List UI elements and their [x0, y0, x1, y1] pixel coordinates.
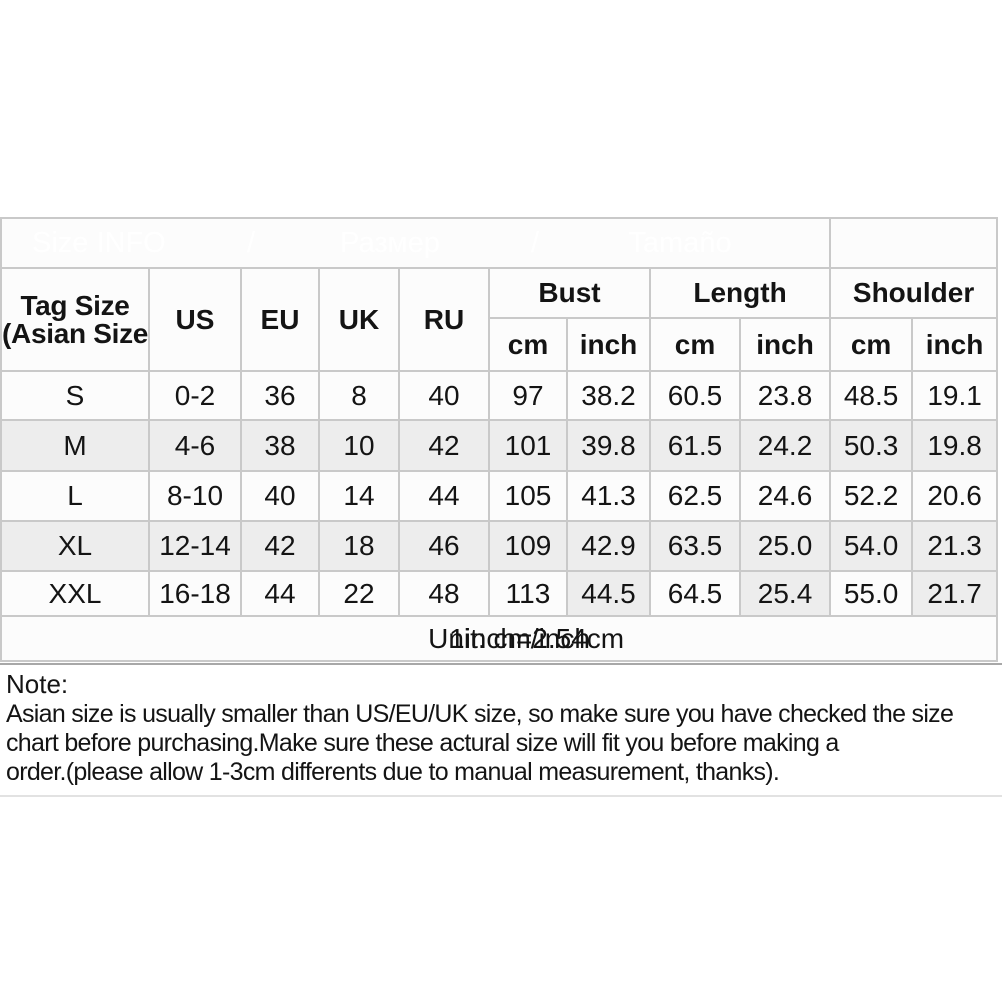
corner-header-line2: (Asian Size)	[2, 317, 149, 349]
value-cell: 48	[398, 570, 490, 617]
value-cell: 50.3	[829, 419, 914, 472]
value-cell: 42	[398, 419, 490, 472]
header-us: US	[148, 267, 242, 372]
value-cell: 105	[488, 470, 568, 522]
size-chart: Size INFO / Размер / Tamaño Tag Size (As…	[0, 217, 1002, 662]
title-banner: Size INFO / Размер / Tamaño	[0, 217, 832, 269]
value-cell: 113	[488, 570, 568, 617]
title-size-info: Size INFO	[32, 226, 166, 259]
value-cell: 38	[240, 419, 320, 472]
value-cell: 38.2	[566, 370, 651, 421]
value-cell: 19.1	[911, 370, 999, 421]
value-cell: 19.8	[911, 419, 999, 472]
value-cell: 44.5	[566, 570, 651, 617]
note-line-2: chart before purchasing.Make sure these …	[6, 729, 839, 757]
size-row-xxl: XXL 16-18 44 22 48 113 44.5 64.5 25.4 55…	[0, 570, 999, 617]
header-eu: EU	[240, 267, 320, 372]
value-cell: 42	[240, 520, 320, 572]
header-ru: RU	[398, 267, 490, 372]
header-length-inch: inch	[738, 317, 832, 372]
value-cell: 25.0	[738, 520, 832, 572]
header-shoulder-cm: cm	[829, 317, 914, 372]
value-cell: 101	[488, 419, 568, 472]
value-cell: 62.5	[649, 470, 741, 522]
value-cell: 18	[318, 520, 400, 572]
size-row-m: M 4-6 38 10 42 101 39.8 61.5 24.2 50.3 1…	[0, 419, 999, 472]
value-cell: 8	[318, 370, 400, 421]
tag-cell: L	[0, 470, 150, 522]
value-cell: 61.5	[649, 419, 741, 472]
note-section: Note: Asian size is usually smaller than…	[0, 663, 1002, 797]
header-shoulder-inch: inch	[911, 317, 999, 372]
size-chart-table: Size INFO / Размер / Tamaño Tag Size (As…	[0, 217, 999, 662]
value-cell: 21.3	[911, 520, 999, 572]
inch-conversion-label: 1inch=2.54cm	[449, 622, 625, 654]
group-header-row: Tag Size (Asian Size) US EU UK RU Bust L…	[0, 267, 999, 372]
title-row: Size INFO / Размер / Tamaño	[0, 217, 999, 269]
value-cell: 97	[488, 370, 568, 421]
tag-cell: M	[0, 419, 150, 472]
title-banner-text: Size INFO / Размер / Tamaño	[3, 226, 828, 260]
value-cell: 44	[240, 570, 320, 617]
value-cell: 12-14	[148, 520, 242, 572]
unit-label: Unit: cm/inch	[428, 622, 590, 654]
value-cell: 52.2	[829, 470, 914, 522]
note-line-3: order.(please allow 1-3cm differents due…	[6, 758, 780, 786]
header-bust-inch: inch	[566, 317, 651, 372]
header-length-cm: cm	[649, 317, 741, 372]
value-cell: 41.3	[566, 470, 651, 522]
value-cell: 4-6	[148, 419, 242, 472]
value-cell: 44	[398, 470, 490, 522]
value-cell: 54.0	[829, 520, 914, 572]
note-line-1: Asian size is usually smaller than US/EU…	[6, 700, 954, 728]
value-cell: 64.5	[649, 570, 741, 617]
header-uk: UK	[318, 267, 400, 372]
value-cell: 46	[398, 520, 490, 572]
value-cell: 25.4	[738, 570, 832, 617]
header-bust: Bust	[488, 267, 651, 319]
value-cell: 40	[398, 370, 490, 421]
title-separator-1: /	[246, 226, 256, 259]
tag-cell: XXL	[0, 570, 150, 617]
value-cell: 24.6	[738, 470, 832, 522]
value-cell: 10	[318, 419, 400, 472]
title-tamano: Tamaño	[628, 226, 732, 259]
unit-header-row: cm inch cm inch cm inch	[1, 317, 999, 372]
corner-header-tag-size: Tag Size (Asian Size)	[0, 267, 150, 372]
size-row-xl: XL 12-14 42 18 46 109 42.9 63.5 25.0 54.…	[0, 520, 999, 572]
unit-info-cell: Unit: cm/inch 1inch=2.54cm	[0, 615, 999, 662]
value-cell: 20.6	[911, 470, 999, 522]
tag-cell: XL	[0, 520, 150, 572]
header-shoulder: Shoulder	[829, 267, 999, 319]
value-cell: 22	[318, 570, 400, 617]
value-cell: 8-10	[148, 470, 242, 522]
corner-header-line1: Tag Size	[20, 289, 130, 321]
value-cell: 24.2	[738, 419, 832, 472]
header-length: Length	[648, 267, 832, 319]
value-cell: 39.8	[566, 419, 651, 472]
value-cell: 40	[240, 470, 320, 522]
header-bust-cm: cm	[488, 317, 568, 372]
value-cell: 36	[240, 370, 320, 421]
value-cell: 109	[488, 520, 568, 572]
value-cell: 14	[318, 470, 400, 522]
value-cell: 23.8	[738, 370, 832, 421]
value-cell: 63.5	[649, 520, 741, 572]
tag-cell: S	[0, 370, 150, 421]
value-cell: 42.9	[566, 520, 651, 572]
value-cell: 21.7	[911, 570, 999, 617]
value-cell: 60.5	[649, 370, 741, 421]
value-cell: 48.5	[829, 370, 914, 421]
note-title: Note:	[6, 669, 69, 699]
title-row-blank-cell	[829, 217, 999, 269]
size-row-s: S 0-2 36 8 40 97 38.2 60.5 23.8 48.5 19.…	[0, 370, 999, 421]
title-razmer: Размер	[340, 226, 440, 259]
value-cell: 0-2	[148, 370, 242, 421]
size-row-l: L 8-10 40 14 44 105 41.3 62.5 24.6 52.2 …	[0, 470, 999, 522]
value-cell: 16-18	[148, 570, 242, 617]
value-cell: 55.0	[829, 570, 914, 617]
unit-row: Unit: cm/inch 1inch=2.54cm	[0, 615, 999, 662]
title-separator-2: /	[530, 226, 540, 259]
